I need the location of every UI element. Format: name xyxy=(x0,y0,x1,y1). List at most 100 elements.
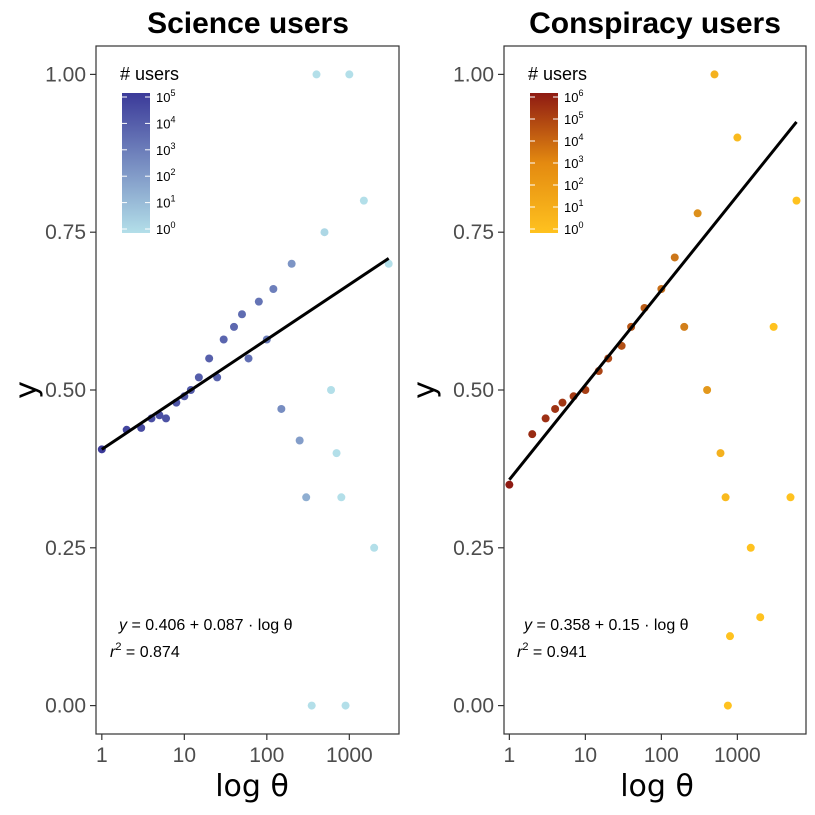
y-tick-label: 0.50 xyxy=(45,379,86,402)
data-point xyxy=(337,493,346,502)
legend-tick-label: 100 xyxy=(564,220,583,237)
conspiracy-x-label: log θ xyxy=(620,769,694,804)
legend-tick-label: 101 xyxy=(564,198,583,215)
x-tick-label: 1 xyxy=(96,744,108,767)
data-point xyxy=(359,196,368,205)
science-eq-lhs: y xyxy=(118,617,128,634)
science-fit-line xyxy=(100,257,390,451)
conspiracy-legend-title: # users xyxy=(528,64,587,84)
conspiracy-title: Conspiracy users xyxy=(529,7,781,40)
data-point xyxy=(287,259,296,268)
data-point xyxy=(254,297,263,306)
data-point xyxy=(716,449,725,458)
data-point xyxy=(756,613,765,622)
conspiracy-r2-line: r2 = 0.941 xyxy=(517,641,587,661)
data-point xyxy=(786,493,795,502)
conspiracy-eq-lhs: y xyxy=(523,617,533,634)
data-point xyxy=(384,259,393,268)
data-point xyxy=(307,701,316,710)
x-tick-label: 1000 xyxy=(326,744,373,767)
conspiracy-equation-line: y = 0.358 + 0.15 · log θ xyxy=(523,617,689,634)
science-x-axis: 1 10 100 1000 xyxy=(96,734,373,767)
science-equation-line: y = 0.406 + 0.087 · log θ xyxy=(118,617,293,634)
legend-tick-label: 102 xyxy=(564,176,583,193)
legend-tick-label: 100 xyxy=(156,220,175,237)
data-point xyxy=(710,70,719,79)
data-point xyxy=(162,414,171,423)
science-legend-title: # users xyxy=(120,64,179,84)
data-point xyxy=(295,436,304,445)
data-point xyxy=(312,70,321,79)
data-point xyxy=(277,404,286,413)
x-tick-label: 10 xyxy=(574,744,597,767)
data-point xyxy=(345,70,354,79)
data-point xyxy=(792,196,801,205)
science-eq-rhs: = 0.406 + 0.087 · log θ xyxy=(127,617,293,634)
y-tick-label: 0.00 xyxy=(453,695,494,718)
conspiracy-equation: y = 0.358 + 0.15 · log θ r2 = 0.941 xyxy=(517,617,689,661)
data-point xyxy=(693,209,702,218)
science-legend-ticks: 105 104 103 102 101 100 xyxy=(122,88,175,237)
data-point xyxy=(680,322,689,331)
conspiracy-y-axis: 0.00 0.25 0.50 0.75 1.00 xyxy=(453,63,504,718)
legend-tick-label: 105 xyxy=(564,110,583,127)
y-tick-label: 1.00 xyxy=(45,63,86,86)
data-point xyxy=(332,449,341,458)
science-r2-line: r2 = 0.874 xyxy=(110,641,180,661)
y-tick-label: 0.25 xyxy=(453,537,494,560)
legend-tick-label: 104 xyxy=(564,132,583,149)
conspiracy-legend-ticks: 106 105 104 103 102 101 100 xyxy=(530,88,583,237)
data-point xyxy=(528,430,537,439)
x-tick-label: 1 xyxy=(504,744,516,767)
data-point xyxy=(237,310,246,319)
science-title: Science users xyxy=(147,7,349,40)
legend-tick-label: 104 xyxy=(156,114,175,131)
x-tick-label: 100 xyxy=(644,744,679,767)
y-tick-label: 0.00 xyxy=(45,695,86,718)
conspiracy-r2-rhs: = 0.941 xyxy=(528,644,586,661)
y-tick-label: 0.25 xyxy=(45,537,86,560)
y-tick-label: 0.75 xyxy=(453,221,494,244)
data-point xyxy=(551,404,560,413)
data-point xyxy=(205,354,214,363)
legend-tick-label: 106 xyxy=(564,88,583,105)
science-points xyxy=(97,70,393,710)
data-point xyxy=(320,228,329,237)
data-point xyxy=(746,543,755,552)
data-point xyxy=(219,335,228,344)
science-panel: Science users 0.000.250.500.751.00 1 10 10… xyxy=(9,7,400,804)
legend-tick-label: 102 xyxy=(156,167,175,184)
data-point xyxy=(721,493,730,502)
data-point xyxy=(327,386,336,394)
data-point xyxy=(769,322,778,331)
conspiracy-eq-rhs: = 0.358 + 0.15 · log θ xyxy=(532,617,689,634)
science-x-label: log θ xyxy=(215,769,289,804)
conspiracy-r2-lhs: r xyxy=(517,644,523,661)
x-tick-label: 10 xyxy=(173,744,196,767)
y-tick-label: 0.50 xyxy=(453,379,494,402)
data-point xyxy=(703,386,712,394)
data-point xyxy=(302,493,311,502)
data-point xyxy=(733,133,742,142)
data-point xyxy=(341,701,350,710)
data-point xyxy=(230,322,238,331)
data-point xyxy=(670,253,679,262)
data-point xyxy=(269,285,278,294)
science-legend-colorbar xyxy=(122,93,150,233)
data-point xyxy=(505,480,514,489)
data-point xyxy=(541,414,550,423)
data-point xyxy=(723,701,732,710)
data-point xyxy=(558,398,567,407)
data-point xyxy=(726,632,734,641)
conspiracy-r2-exp: 2 xyxy=(522,641,528,653)
conspiracy-y-label: y xyxy=(407,381,442,399)
x-tick-label: 100 xyxy=(249,744,284,767)
science-y-axis: 0.00 0.25 0.50 0.75 1.00 xyxy=(45,63,96,718)
data-point xyxy=(194,373,203,382)
science-legend: # users 105 104 103 102 101 100 xyxy=(120,64,179,237)
x-tick-label: 1000 xyxy=(714,744,761,767)
conspiracy-x-axis: 1 10 100 1000 xyxy=(504,734,761,767)
legend-tick-label: 103 xyxy=(156,141,175,158)
